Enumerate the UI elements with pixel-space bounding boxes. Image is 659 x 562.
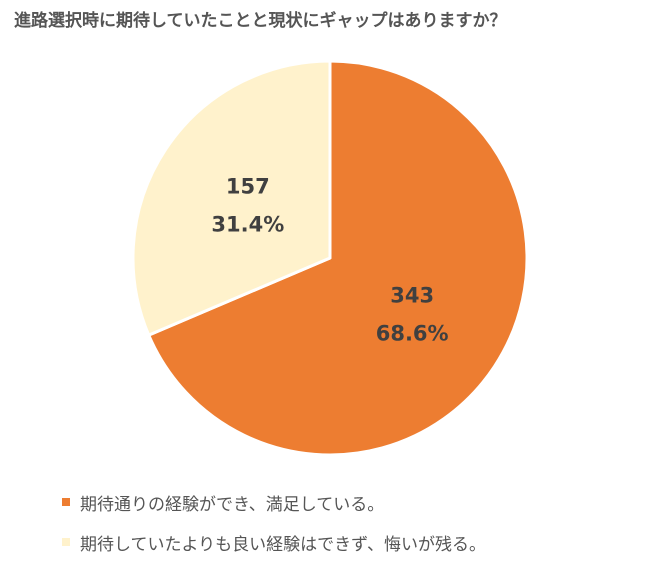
- data-label-value-satisfied: 343: [390, 283, 434, 307]
- pie-chart: 343 68.6% 157 31.4%: [131, 59, 529, 457]
- legend-swatch-satisfied: [62, 498, 70, 506]
- legend-swatch-regret: [62, 538, 70, 546]
- legend-label-regret: 期待していたよりも良い経験はできず、悔いが残る。: [80, 534, 486, 555]
- pie-slice-regret: [131, 59, 332, 337]
- data-label-percent-satisfied: 68.6%: [376, 321, 449, 345]
- data-label-value-regret: 157: [226, 175, 270, 199]
- legend-item-satisfied: 期待通りの経験ができ、満足している。: [62, 482, 486, 522]
- chart-title: 進路選択時に期待していたことと現状にギャップはありますか？: [14, 11, 507, 31]
- legend-item-regret: 期待していたよりも良い経験はできず、悔いが残る。: [62, 522, 486, 562]
- legend-label-satisfied: 期待通りの経験ができ、満足している。: [80, 494, 385, 515]
- pie-slice-satisfied: [147, 59, 529, 457]
- data-label-percent-regret: 31.4%: [211, 213, 284, 237]
- legend: 期待通りの経験ができ、満足している。 期待していたよりも良い経験はできず、悔いが…: [62, 482, 486, 562]
